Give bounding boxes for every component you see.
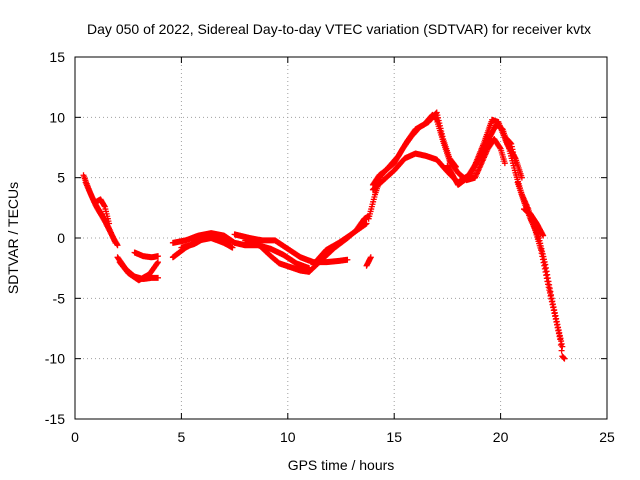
- data-point-series: [242, 237, 313, 275]
- data-point-series: [503, 136, 519, 167]
- data-point-series: [363, 254, 374, 269]
- y-tick-label: -10: [45, 351, 65, 367]
- x-tick-label: 25: [599, 429, 615, 445]
- plot-frame: [74, 56, 608, 420]
- data-point-series: [306, 213, 372, 275]
- data-point-series: [131, 249, 161, 261]
- x-tick-label: 0: [71, 429, 79, 445]
- data-point-series: [82, 179, 119, 246]
- axis-ticks: 0 5 10 15 20 25 -15 -10 -5 0 5 10 15: [45, 49, 615, 445]
- data-points: [80, 109, 568, 362]
- x-tick-label: 10: [280, 429, 296, 445]
- x-tick-label: 5: [178, 429, 186, 445]
- data-point-series: [93, 196, 113, 227]
- data-point-series: [514, 179, 566, 350]
- x-tick-label: 15: [386, 429, 402, 445]
- data-point-series: [116, 259, 161, 284]
- y-tick-label: -5: [53, 290, 66, 306]
- y-tick-label: 10: [49, 109, 65, 125]
- grid: [75, 57, 607, 419]
- data-point-series: [369, 121, 519, 193]
- y-tick-label: 0: [57, 230, 65, 246]
- y-tick-label: -15: [45, 411, 65, 427]
- data-point-series: [521, 206, 547, 239]
- x-axis-label: GPS time / hours: [288, 457, 395, 473]
- x-tick-label: 20: [493, 429, 509, 445]
- data-point-series: [178, 233, 234, 251]
- y-axis-label: SDTVAR / TECUs: [5, 182, 21, 294]
- data-point-series: [369, 109, 459, 188]
- y-tick-label: 5: [57, 170, 65, 186]
- chart-title: Day 050 of 2022, Sidereal Day-to-day VTE…: [87, 21, 591, 37]
- y-tick-label: 15: [49, 49, 65, 65]
